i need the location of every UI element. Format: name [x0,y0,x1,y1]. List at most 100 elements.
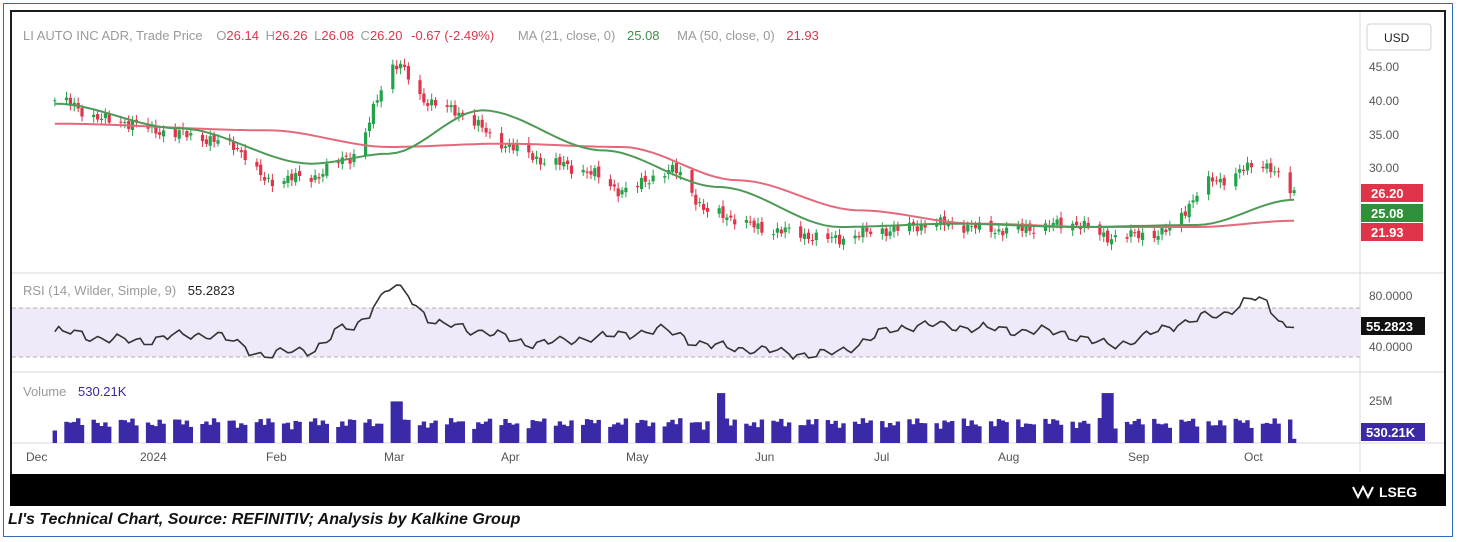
candle-body [1245,162,1250,171]
price-legend: LI AUTO INC ADR, Trade Price O26.14 H26.… [23,28,819,43]
volume-bar [907,419,912,443]
candle-body [321,173,325,177]
candle-body [208,136,212,146]
candle-body [705,208,710,212]
volume-bar [1109,393,1114,443]
candle-body [1152,230,1156,239]
volume-bar [619,424,625,443]
volume-bar [705,421,710,443]
volume-bar [398,401,403,443]
ma21-price-tag-text: 25.08 [1371,206,1404,221]
candle-body [989,220,993,232]
candle-body [1082,220,1086,227]
candle-body [259,164,263,176]
price-chart[interactable]: LI AUTO INC ADR, Trade Price O26.14 H26.… [12,12,1444,474]
candle-body [810,240,814,241]
candle-body [1078,227,1082,229]
volume-bar [254,422,260,443]
candle-body [814,232,818,240]
candle-body [1179,212,1184,227]
volume-bar [173,419,178,443]
candle-body [1055,219,1059,225]
volume-bar [149,424,155,443]
volume-bar [806,419,811,443]
volume-bar [118,419,124,443]
candle-body [255,162,259,167]
x-tick-aug: Aug [998,450,1019,464]
volume-bar [480,423,485,443]
candle-body [865,227,869,232]
currency-label: USD [1384,31,1410,45]
candle-body [589,171,593,175]
volume-bar [759,419,765,443]
volume-bar [798,425,803,443]
candle-body [970,226,974,228]
volume-bar [977,426,982,443]
volume-bar [829,423,834,443]
volume-bar [833,420,838,443]
volume-bar [856,424,862,443]
candle-body [527,142,531,153]
candle-body [721,206,725,219]
volume-bar [375,423,380,443]
volume-bar [72,421,77,443]
volume-bar [860,418,866,443]
volume-bar [487,418,493,443]
instrument-title: LI AUTO INC ADR, Trade Price [23,28,203,43]
volume-label: Volume [23,384,66,399]
candle-body [643,175,647,182]
ma21-value: 25.08 [627,28,660,43]
volume-bar [511,424,516,443]
volume-bar [996,419,1002,443]
volume-bar [448,418,454,443]
volume-bar [965,426,970,443]
candle-body [235,148,239,149]
ohlc-high-value: 26.26 [275,28,308,43]
volume-value: 530.21K [78,384,127,399]
candle-body [1032,232,1036,234]
candle-body [919,224,923,231]
candle-body [1133,232,1137,234]
currency-badge[interactable] [1366,23,1432,51]
volume-bar [1206,421,1211,443]
candle-body [915,226,919,232]
volume-bar [421,421,427,443]
candle-body [426,103,430,106]
candle-body [511,143,515,151]
volume-bar [728,425,733,443]
candle-body [158,132,162,135]
volume-bar [565,426,570,443]
candle-body [1160,228,1164,235]
volume-bar [635,422,640,443]
volume-bar [887,423,893,443]
volume-bar [697,422,702,443]
volume-bar [922,423,928,443]
volume-bar [720,393,726,443]
volume-bar [390,401,395,443]
candle-body [239,150,243,153]
volume-bar [1272,418,1277,443]
volume-bar [336,427,341,443]
volume-bar [1233,418,1238,443]
candle-body [1218,178,1222,183]
candle-body [402,64,407,67]
volume-bar [1163,423,1169,443]
candle-body [317,177,321,179]
candle-body [68,97,72,106]
candle-body [1292,190,1296,194]
volume-bar [270,422,275,443]
candle-body [535,156,539,159]
candle-body [1109,239,1114,245]
candle-body [212,134,216,142]
volume-bar [1152,418,1157,443]
volume-bar [783,426,788,443]
volume-bar [895,421,901,443]
ohlc-open-value: 26.14 [226,28,259,43]
candle-body [348,158,352,164]
candle-body [286,175,290,183]
candle-body [80,108,84,117]
candle-body [406,66,410,80]
candle-body [453,105,457,116]
volume-bar [211,418,217,443]
volume-legend: Volume 530.21K [23,384,127,399]
